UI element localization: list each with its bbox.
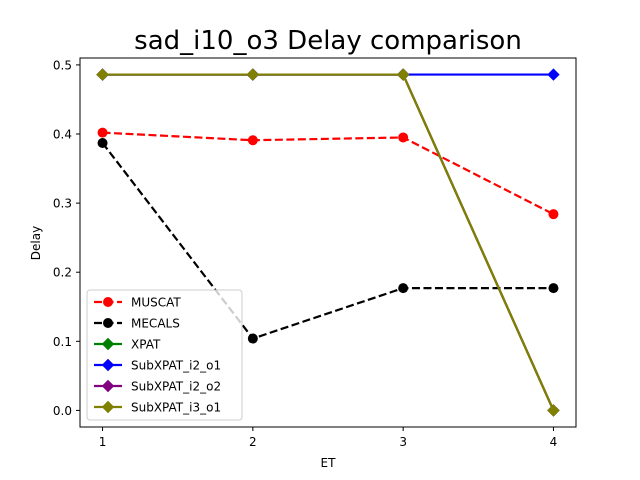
legend-item-xpat: XPAT — [94, 338, 161, 352]
data-point-mecals — [97, 137, 108, 148]
legend: MUSCAT MECALS XPAT SubXPAT_i2_o1 SubXPAT_i2_… — [86, 289, 243, 421]
legend-marker — [101, 337, 115, 351]
x-tick-label: 1 — [99, 435, 107, 449]
y-tick-label: 0.5 — [53, 58, 72, 72]
x-tick-label: 3 — [399, 435, 407, 449]
legend-label: SubXPAT_i2_o1 — [131, 359, 221, 373]
data-point-muscat — [398, 132, 409, 143]
legend-label: MUSCAT — [131, 296, 181, 310]
y-tick-label: 0.2 — [53, 266, 72, 280]
legend-item-subxpat-i3-o1: SubXPAT_i3_o1 — [94, 401, 221, 415]
data-point-subxpat-i3-o1 — [246, 68, 260, 81]
data-point-mecals — [548, 283, 559, 294]
legend-box — [86, 289, 243, 421]
legend-label: XPAT — [131, 338, 161, 352]
y-tick-label: 0.1 — [53, 335, 72, 349]
x-tick-label: 2 — [249, 435, 257, 449]
data-point-mecals — [247, 333, 258, 344]
legend-item-subxpat-i2-o1: SubXPAT_i2_o1 — [94, 359, 221, 373]
data-point-muscat — [97, 127, 108, 138]
legend-marker — [103, 318, 113, 328]
legend-item-muscat: MUSCAT — [94, 296, 181, 310]
series-mecals — [97, 137, 559, 344]
series-line-subxpat-i3-o1 — [102, 73, 555, 411]
legend-label: SubXPAT_i2_o2 — [131, 380, 221, 394]
data-point-subxpat-i3-o1 — [396, 68, 410, 81]
chart-title: sad_i10_o3 Delay comparison — [134, 26, 522, 56]
series-muscat — [97, 127, 559, 220]
plot-area — [96, 68, 560, 417]
legend-item-subxpat-i2-o2: SubXPAT_i2_o2 — [94, 380, 221, 394]
data-point-muscat — [548, 209, 559, 220]
legend-marker — [101, 379, 115, 393]
x-axis-label: ET — [321, 456, 337, 470]
series-line-mecals — [101, 142, 554, 340]
legend-label: SubXPAT_i3_o1 — [131, 401, 221, 415]
data-point-subxpat-i3-o1 — [96, 68, 109, 81]
data-point-subxpat-i2-o1 — [547, 68, 560, 81]
data-point-mecals — [398, 283, 409, 294]
legend-marker — [101, 400, 115, 414]
series-line-muscat — [102, 131, 554, 216]
y-tick-label: 0.4 — [53, 128, 72, 142]
legend-label: MECALS — [131, 317, 180, 331]
x-tick-label: 4 — [550, 435, 558, 449]
y-tick-label: 0.3 — [53, 197, 72, 211]
series-subxpat-i3-o1 — [96, 68, 560, 417]
y-axis-label: Delay — [29, 226, 43, 260]
axes-frame — [79, 57, 577, 428]
legend-marker — [103, 297, 113, 307]
y-tick-label: 0.0 — [53, 404, 72, 418]
data-point-muscat — [247, 135, 258, 146]
legend-marker — [101, 358, 115, 372]
legend-item-mecals: MECALS — [94, 317, 180, 331]
axes: 1 2 3 4 0.0 0.1 0.2 0.3 0.4 0.5 — [53, 57, 577, 449]
data-point-subxpat-i3-o1 — [547, 404, 560, 417]
